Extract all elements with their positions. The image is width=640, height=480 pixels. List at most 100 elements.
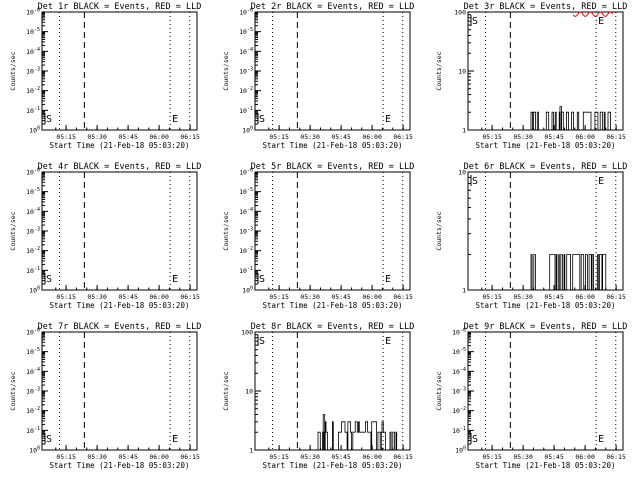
y-tick-label: 10-3 <box>26 387 40 396</box>
panel-6: Det 6r BLACK = Events, RED = LLD 1 10 05:15… <box>435 162 627 310</box>
y-axis-label: Counts/sec <box>222 211 230 250</box>
start-marker: S <box>46 114 52 125</box>
y-tick-label: 10-1 <box>26 266 40 275</box>
y-axis-label: Counts/sec <box>435 211 443 250</box>
x-tick-label: 06:15 <box>606 293 626 301</box>
y-axis-label: Counts/sec <box>435 51 443 90</box>
panel-5: Det 5r BLACK = Events, RED = LLD 100 10-1 1… <box>222 162 414 310</box>
panel-title: Det 6r BLACK = Events, RED = LLD <box>464 162 628 172</box>
y-axis-label: Counts/sec <box>9 371 17 410</box>
x-tick-label: 06:00 <box>149 293 169 301</box>
panel-title: Det 5r BLACK = Events, RED = LLD <box>251 162 415 172</box>
y-tick-label: 100 <box>29 126 40 135</box>
end-marker: E <box>385 336 391 347</box>
panel-7: Det 7r BLACK = Events, RED = LLD 100 10-1 1… <box>9 322 201 470</box>
x-tick-label: 06:15 <box>393 133 413 141</box>
x-tick-label: 05:30 <box>87 453 107 461</box>
x-tick-label: 05:45 <box>544 453 564 461</box>
plot-frame <box>467 331 624 451</box>
x-tick-label: 06:15 <box>180 133 200 141</box>
x-axis-label: Start Time (21-Feb-18 05:03:20) <box>50 301 190 310</box>
panel-2: Det 2r BLACK = Events, RED = LLD 100 10-1 1… <box>222 2 414 150</box>
panel-title: Det 7r BLACK = Events, RED = LLD <box>38 322 202 332</box>
lld-series <box>573 11 614 18</box>
plot-frame <box>41 11 198 131</box>
panel-3: Det 3r BLACK = Events, RED = LLD 1 10 100 05… <box>435 2 627 150</box>
y-tick-label: 10-4 <box>26 47 40 56</box>
panel-4: Det 4r BLACK = Events, RED = LLD 100 10-1 1… <box>9 162 201 310</box>
y-tick-label: 10-2 <box>26 406 40 415</box>
y-tick-label: 10-5 <box>239 187 253 196</box>
y-tick-label: 10-2 <box>26 246 40 255</box>
x-tick-label: 06:15 <box>606 133 626 141</box>
y-tick-label: 10-1 <box>26 106 40 115</box>
x-tick-label: 06:15 <box>606 453 626 461</box>
panel-8: Det 8r BLACK = Events, RED = LLD 1 10 100 05… <box>222 322 414 470</box>
y-tick-label: 10-3 <box>26 227 40 236</box>
y-tick-label: 10-6 <box>26 328 40 337</box>
panel-title: Det 2r BLACK = Events, RED = LLD <box>251 2 415 12</box>
x-axis-label: Start Time (21-Feb-18 05:03:20) <box>50 141 190 150</box>
y-tick-label: 10-4 <box>452 367 466 376</box>
x-tick-label: 05:45 <box>331 293 351 301</box>
plot-frame <box>41 171 198 291</box>
y-axis-label: Counts/sec <box>222 371 230 410</box>
x-tick-label: 05:15 <box>482 453 502 461</box>
y-tick-label: 10 <box>458 169 466 177</box>
x-tick-label: 06:00 <box>362 293 382 301</box>
start-marker: S <box>259 114 265 125</box>
x-tick-label: 05:15 <box>269 293 289 301</box>
x-tick-label: 06:15 <box>180 453 200 461</box>
y-tick-label: 1 <box>249 447 253 455</box>
x-tick-label: 06:15 <box>393 453 413 461</box>
y-tick-label: 100 <box>29 446 40 455</box>
x-tick-label: 05:45 <box>544 293 564 301</box>
end-marker: E <box>172 114 178 125</box>
events-series <box>317 421 398 451</box>
start-marker: S <box>259 274 265 285</box>
y-tick-label: 100 <box>242 286 253 295</box>
end-marker: E <box>598 434 604 445</box>
end-marker: E <box>598 176 604 187</box>
y-tick-label: 10-3 <box>239 227 253 236</box>
x-tick-label: 05:30 <box>300 133 320 141</box>
x-tick-label: 06:00 <box>575 453 595 461</box>
y-tick-label: 10-6 <box>26 8 40 17</box>
x-tick-label: 05:15 <box>56 293 76 301</box>
y-axis-label: Counts/sec <box>9 211 17 250</box>
y-tick-label: 10-5 <box>26 347 40 356</box>
y-tick-label: 10-6 <box>239 168 253 177</box>
plot-frame <box>41 331 198 451</box>
y-tick-label: 10-1 <box>26 426 40 435</box>
y-tick-label: 10-2 <box>26 86 40 95</box>
x-axis-label: Start Time (21-Feb-18 05:03:20) <box>50 461 190 470</box>
y-tick-label: 100 <box>242 126 253 135</box>
x-tick-label: 05:45 <box>118 453 138 461</box>
y-tick-label: 100 <box>29 286 40 295</box>
x-tick-label: 05:15 <box>269 133 289 141</box>
x-tick-label: 06:00 <box>149 453 169 461</box>
start-marker: S <box>46 274 52 285</box>
x-tick-label: 06:00 <box>362 453 382 461</box>
x-axis-label: Start Time (21-Feb-18 05:03:20) <box>476 301 616 310</box>
x-tick-label: 05:30 <box>513 453 533 461</box>
end-marker: E <box>385 274 391 285</box>
events-peak <box>559 106 562 130</box>
y-tick-label: 10-6 <box>26 168 40 177</box>
panel-9: Det 9r BLACK = Events, RED = LLD 100 10-1 1… <box>435 322 627 470</box>
events-series <box>530 111 611 131</box>
y-tick-label: 10-4 <box>26 367 40 376</box>
y-tick-label: 10-1 <box>239 106 253 115</box>
x-axis-label: Start Time (21-Feb-18 05:03:20) <box>476 141 616 150</box>
panel-title: Det 8r BLACK = Events, RED = LLD <box>251 322 415 332</box>
y-tick-label: 10-1 <box>452 426 466 435</box>
y-tick-label: 10-3 <box>26 67 40 76</box>
x-tick-label: 05:30 <box>87 133 107 141</box>
x-tick-label: 05:15 <box>482 293 502 301</box>
panel-title: Det 4r BLACK = Events, RED = LLD <box>38 162 202 172</box>
y-tick-label: 10-2 <box>452 406 466 415</box>
x-tick-label: 06:00 <box>575 293 595 301</box>
start-marker: S <box>259 336 265 347</box>
x-tick-label: 05:30 <box>513 133 533 141</box>
